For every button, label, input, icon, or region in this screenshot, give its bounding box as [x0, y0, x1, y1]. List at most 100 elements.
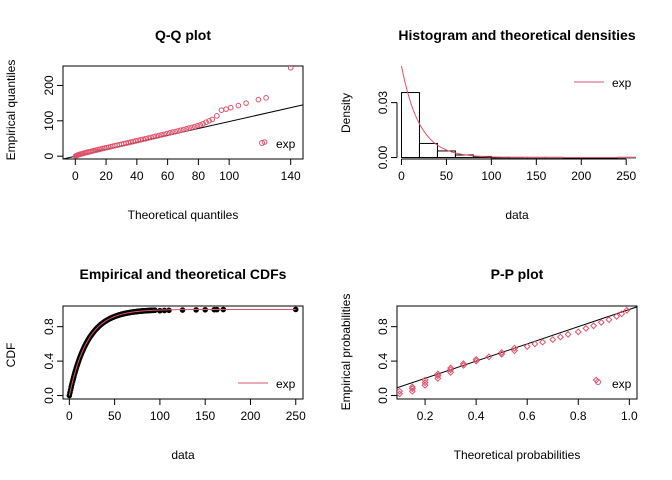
qq-point — [153, 133, 159, 139]
pp-point — [605, 316, 613, 324]
pp-point — [574, 328, 582, 336]
cdf-legend-label: exp — [276, 377, 296, 391]
hist-x-tick-label: 100 — [481, 169, 501, 183]
cdf-y-tick-label: 0.4 — [42, 352, 56, 369]
cdf-xlabel: data — [171, 448, 195, 462]
qq-point — [255, 96, 262, 103]
qq-x-tick-label: 60 — [161, 169, 175, 183]
qq-point — [150, 133, 157, 140]
qq-point — [130, 138, 136, 145]
qq-x-tick-label: 140 — [281, 169, 301, 183]
cdf-panel: Empirical and theoretical CDFs data CDF … — [4, 266, 306, 462]
pp-point — [485, 353, 493, 361]
cdf-empirical-point — [157, 307, 163, 314]
pp-point — [421, 381, 429, 389]
hist-panel: Histogram and theoretical densities data… — [339, 27, 637, 222]
qq-point — [164, 130, 170, 137]
pp-legend-symbol — [595, 379, 601, 385]
qq-xlabel: Theoretical quantiles — [128, 208, 239, 222]
pp-point — [397, 387, 404, 395]
hist-bar — [436, 150, 456, 159]
qq-point — [166, 130, 173, 136]
cdf-x-tick-label: 50 — [108, 409, 122, 423]
qq-y-tick-label: 200 — [42, 75, 56, 95]
qq-point — [223, 106, 229, 112]
pp-point — [523, 342, 531, 350]
qq-point — [140, 136, 146, 143]
hist-x-tick-label: 250 — [616, 169, 636, 183]
qq-point — [227, 104, 234, 111]
cdf-y-tick-label: 0.0 — [42, 387, 56, 404]
pp-point — [408, 383, 416, 391]
pp-point — [613, 312, 621, 320]
qq-x-tick-label: 40 — [130, 169, 144, 183]
qq-point — [132, 138, 139, 144]
pp-x-tick-label: 0.6 — [519, 409, 536, 423]
qq-x-tick-label: 100 — [219, 169, 239, 183]
hist-x-tick-label: 50 — [440, 169, 454, 183]
qq-point — [203, 119, 209, 126]
pp-point — [421, 379, 429, 387]
qq-point — [145, 135, 152, 141]
pp-ylabel: Empirical probabilities — [339, 294, 353, 411]
qq-y-tick-label: 100 — [42, 110, 56, 130]
cdf-x-tick-label: 250 — [286, 409, 306, 423]
pp-point — [447, 368, 455, 376]
qq-point — [135, 137, 141, 144]
qq-point — [186, 125, 192, 131]
cdf-y-tick-label: 0.8 — [42, 318, 56, 335]
pp-point — [408, 387, 416, 395]
qq-point — [148, 134, 154, 141]
qq-x-tick-label: 0 — [72, 169, 79, 183]
qq-point — [243, 100, 249, 106]
pp-point — [434, 374, 442, 382]
pp-legend-label: exp — [612, 377, 632, 391]
qq-point — [183, 126, 190, 132]
qq-title: Q-Q plot — [155, 27, 211, 43]
qq-point — [235, 102, 242, 109]
hist-y-tick-label: 0.03 — [376, 91, 390, 115]
cdf-title: Empirical and theoretical CDFs — [80, 266, 287, 282]
pp-point — [564, 330, 572, 338]
hist-marks: 0 50 100 150 200 250 0.00 0.03 — [376, 65, 637, 183]
cdf-x-tick-label: 150 — [195, 409, 215, 423]
pp-point — [421, 376, 429, 384]
qq-point — [158, 132, 165, 138]
pp-marks: 0.2 0.4 0.6 0.8 1.0 0.0 0.4 0.8 — [376, 306, 638, 423]
hist-bar — [418, 142, 438, 159]
pp-xlabel: Theoretical probabilities — [454, 448, 581, 462]
qq-point — [127, 139, 134, 145]
cdf-x-tick-label: 0 — [66, 409, 73, 423]
qq-ylabel: Empirical quantiles — [4, 60, 18, 161]
qq-legend: exp — [259, 137, 296, 151]
hist-x-tick-label: 200 — [571, 169, 591, 183]
qq-point — [161, 131, 168, 138]
qq-point — [263, 95, 269, 101]
qq-y-tick-label: 0 — [42, 153, 56, 160]
pp-y-tick-label: 0.8 — [376, 318, 390, 335]
qq-clip-group — [63, 66, 303, 159]
qq-point — [287, 66, 294, 71]
hist-ylabel: Density — [339, 93, 353, 133]
hist-bar — [400, 92, 420, 159]
pp-point — [447, 364, 455, 372]
qq-marks: 0 20 40 60 80 100 140 0 100 200 — [42, 66, 303, 183]
qq-point — [137, 137, 144, 143]
pp-point — [531, 340, 539, 348]
hist-y-tick-label: 0.00 — [376, 146, 390, 170]
qq-point — [194, 122, 201, 129]
pp-point — [434, 370, 442, 378]
qq-point — [189, 124, 195, 131]
cdf-x-tick-label: 100 — [150, 409, 170, 423]
pp-point — [510, 344, 518, 352]
qq-point — [142, 135, 149, 142]
pp-x-tick-label: 0.2 — [417, 409, 434, 423]
pp-point — [597, 318, 605, 326]
pp-point — [539, 338, 547, 346]
qq-x-tick-label: 80 — [192, 169, 206, 183]
pp-point — [618, 310, 626, 318]
hist-xlabel: data — [505, 208, 529, 222]
qq-panel: Q-Q plot Theoretical quantiles Empirical… — [4, 27, 304, 222]
cdf-theoretical-curve — [68, 308, 296, 396]
qq-point — [218, 107, 225, 114]
